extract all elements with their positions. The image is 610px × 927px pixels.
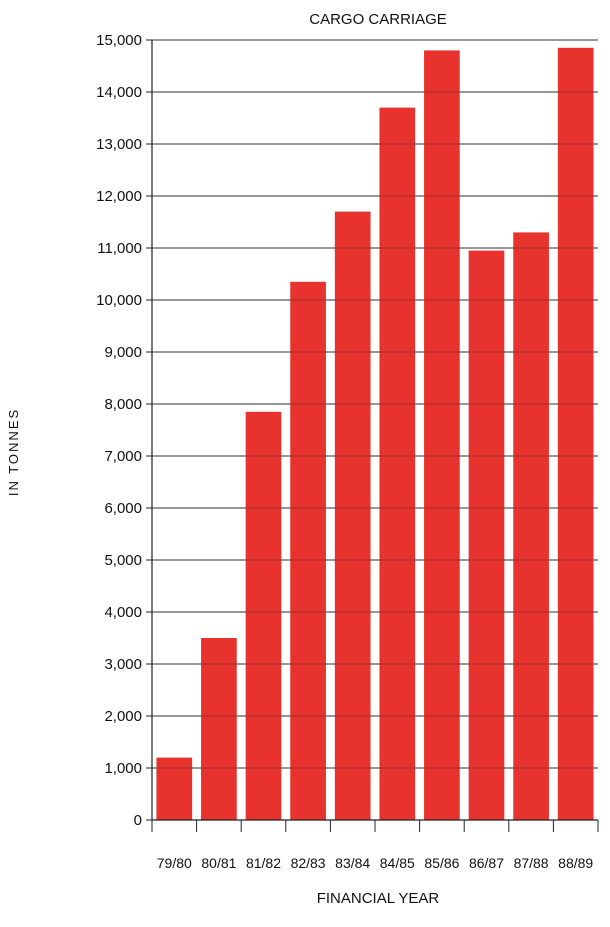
y-tick-label: 6,000 — [104, 500, 142, 517]
bars — [152, 39, 598, 821]
x-tick-label: 80/81 — [201, 855, 236, 871]
bar — [424, 50, 460, 820]
y-tick-label: 10,000 — [96, 292, 142, 309]
x-tick-label: 87/88 — [514, 855, 549, 871]
y-tick-labels: 0 1,000 2,000 3,000 4,000 5,000 6,000 7,000 8,00… — [96, 32, 152, 829]
y-tick-label: 3,000 — [104, 656, 142, 673]
x-tick-label: 83/84 — [335, 855, 370, 871]
bar — [201, 638, 237, 820]
bar — [290, 281, 326, 820]
bar — [334, 211, 371, 821]
y-axis-title: IN TONNES — [6, 408, 21, 496]
bar — [156, 757, 193, 820]
y-tick-label: 7,000 — [104, 448, 142, 465]
y-tick-label: 0 — [134, 812, 142, 829]
bar — [468, 250, 505, 821]
y-tick-label: 8,000 — [104, 396, 142, 413]
y-tick-label: 12,000 — [96, 188, 142, 205]
chart-title: CARGO CARRIAGE — [309, 11, 447, 28]
x-axis-title: FINANCIAL YEAR — [317, 890, 440, 907]
x-tick-label: 86/87 — [469, 855, 504, 871]
bar — [557, 47, 594, 821]
y-tick-label: 14,000 — [96, 84, 142, 101]
x-tick-label: 79/80 — [157, 855, 192, 871]
x-axis: 79/80 80/81 81/82 82/83 83/84 84/85 85/86 86/87… — [151, 40, 599, 871]
bar — [513, 232, 549, 820]
bar — [245, 411, 282, 820]
y-tick-label: 11,000 — [97, 240, 142, 257]
y-tick-label: 4,000 — [104, 604, 142, 621]
y-tick-label: 13,000 — [96, 136, 142, 153]
x-tick-label: 82/83 — [291, 855, 326, 871]
x-tick-label: 85/86 — [424, 855, 459, 871]
x-tick-label: 84/85 — [380, 855, 415, 871]
y-tick-label: 5,000 — [104, 552, 142, 569]
y-tick-label: 1,000 — [104, 760, 142, 777]
bar — [379, 107, 416, 821]
x-tick-label: 81/82 — [246, 855, 281, 871]
y-tick-label: 15,000 — [96, 32, 142, 49]
y-tick-label: 2,000 — [104, 708, 142, 725]
x-tick-label: 88/89 — [558, 855, 593, 871]
y-tick-label: 9,000 — [104, 344, 142, 361]
